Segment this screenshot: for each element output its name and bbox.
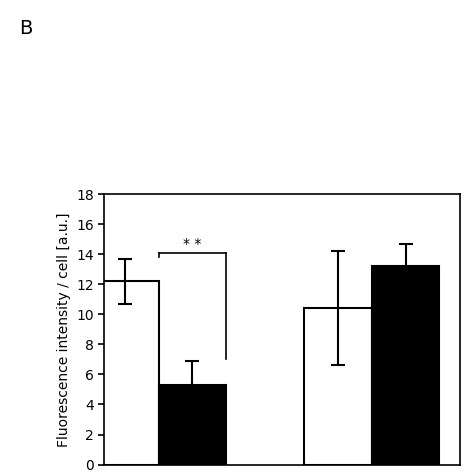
Bar xyxy=(372,266,439,465)
Bar xyxy=(158,385,226,465)
Text: B: B xyxy=(19,19,32,38)
Text: * *: * * xyxy=(183,237,201,251)
Bar xyxy=(304,309,372,465)
Bar xyxy=(91,282,158,465)
Y-axis label: Fluorescence intensity / cell [a.u.]: Fluorescence intensity / cell [a.u.] xyxy=(56,212,71,447)
